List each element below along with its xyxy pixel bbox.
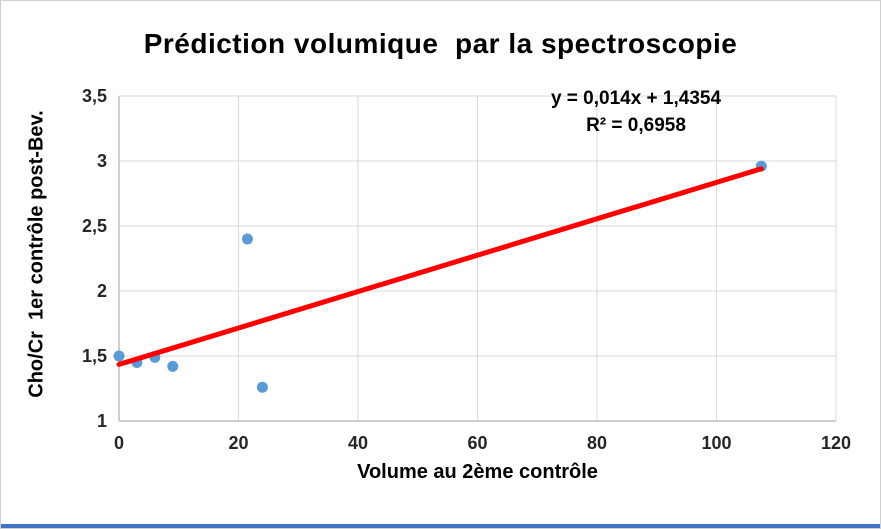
y-tick-label: 1: [97, 411, 107, 431]
y-tick-label: 1,5: [82, 346, 107, 366]
r-squared-text: R² = 0,6958: [586, 115, 686, 136]
trend-line: [116, 166, 764, 367]
data-point: [167, 360, 179, 372]
data-point: [241, 233, 253, 245]
x-axis-title: Volume au 2ème contrôle: [357, 461, 598, 483]
x-tick-label: 80: [587, 433, 607, 453]
x-tick-label: 40: [348, 433, 368, 453]
x-tick-label: 60: [467, 433, 487, 453]
x-tick-label: 0: [114, 433, 124, 453]
x-tick-label: 20: [228, 433, 248, 453]
chart-title: Prédiction volumique par la spectroscopi…: [143, 28, 738, 59]
y-tick-label: 2,5: [82, 216, 107, 236]
equation-text: y = 0,014x + 1,4354: [550, 88, 722, 109]
trendline-equation: y = 0,014x + 1,4354 R² = 0,6958: [501, 85, 771, 139]
y-tick-label: 2: [97, 281, 107, 301]
y-tick-label: 3,5: [82, 86, 107, 106]
bottom-accent-bar: [1, 524, 880, 528]
x-tick-label: 120: [821, 433, 851, 453]
y-tick-label: 3: [97, 151, 107, 171]
data-point: [113, 350, 125, 362]
x-tick-label: 100: [701, 433, 731, 453]
data-point: [256, 381, 268, 393]
